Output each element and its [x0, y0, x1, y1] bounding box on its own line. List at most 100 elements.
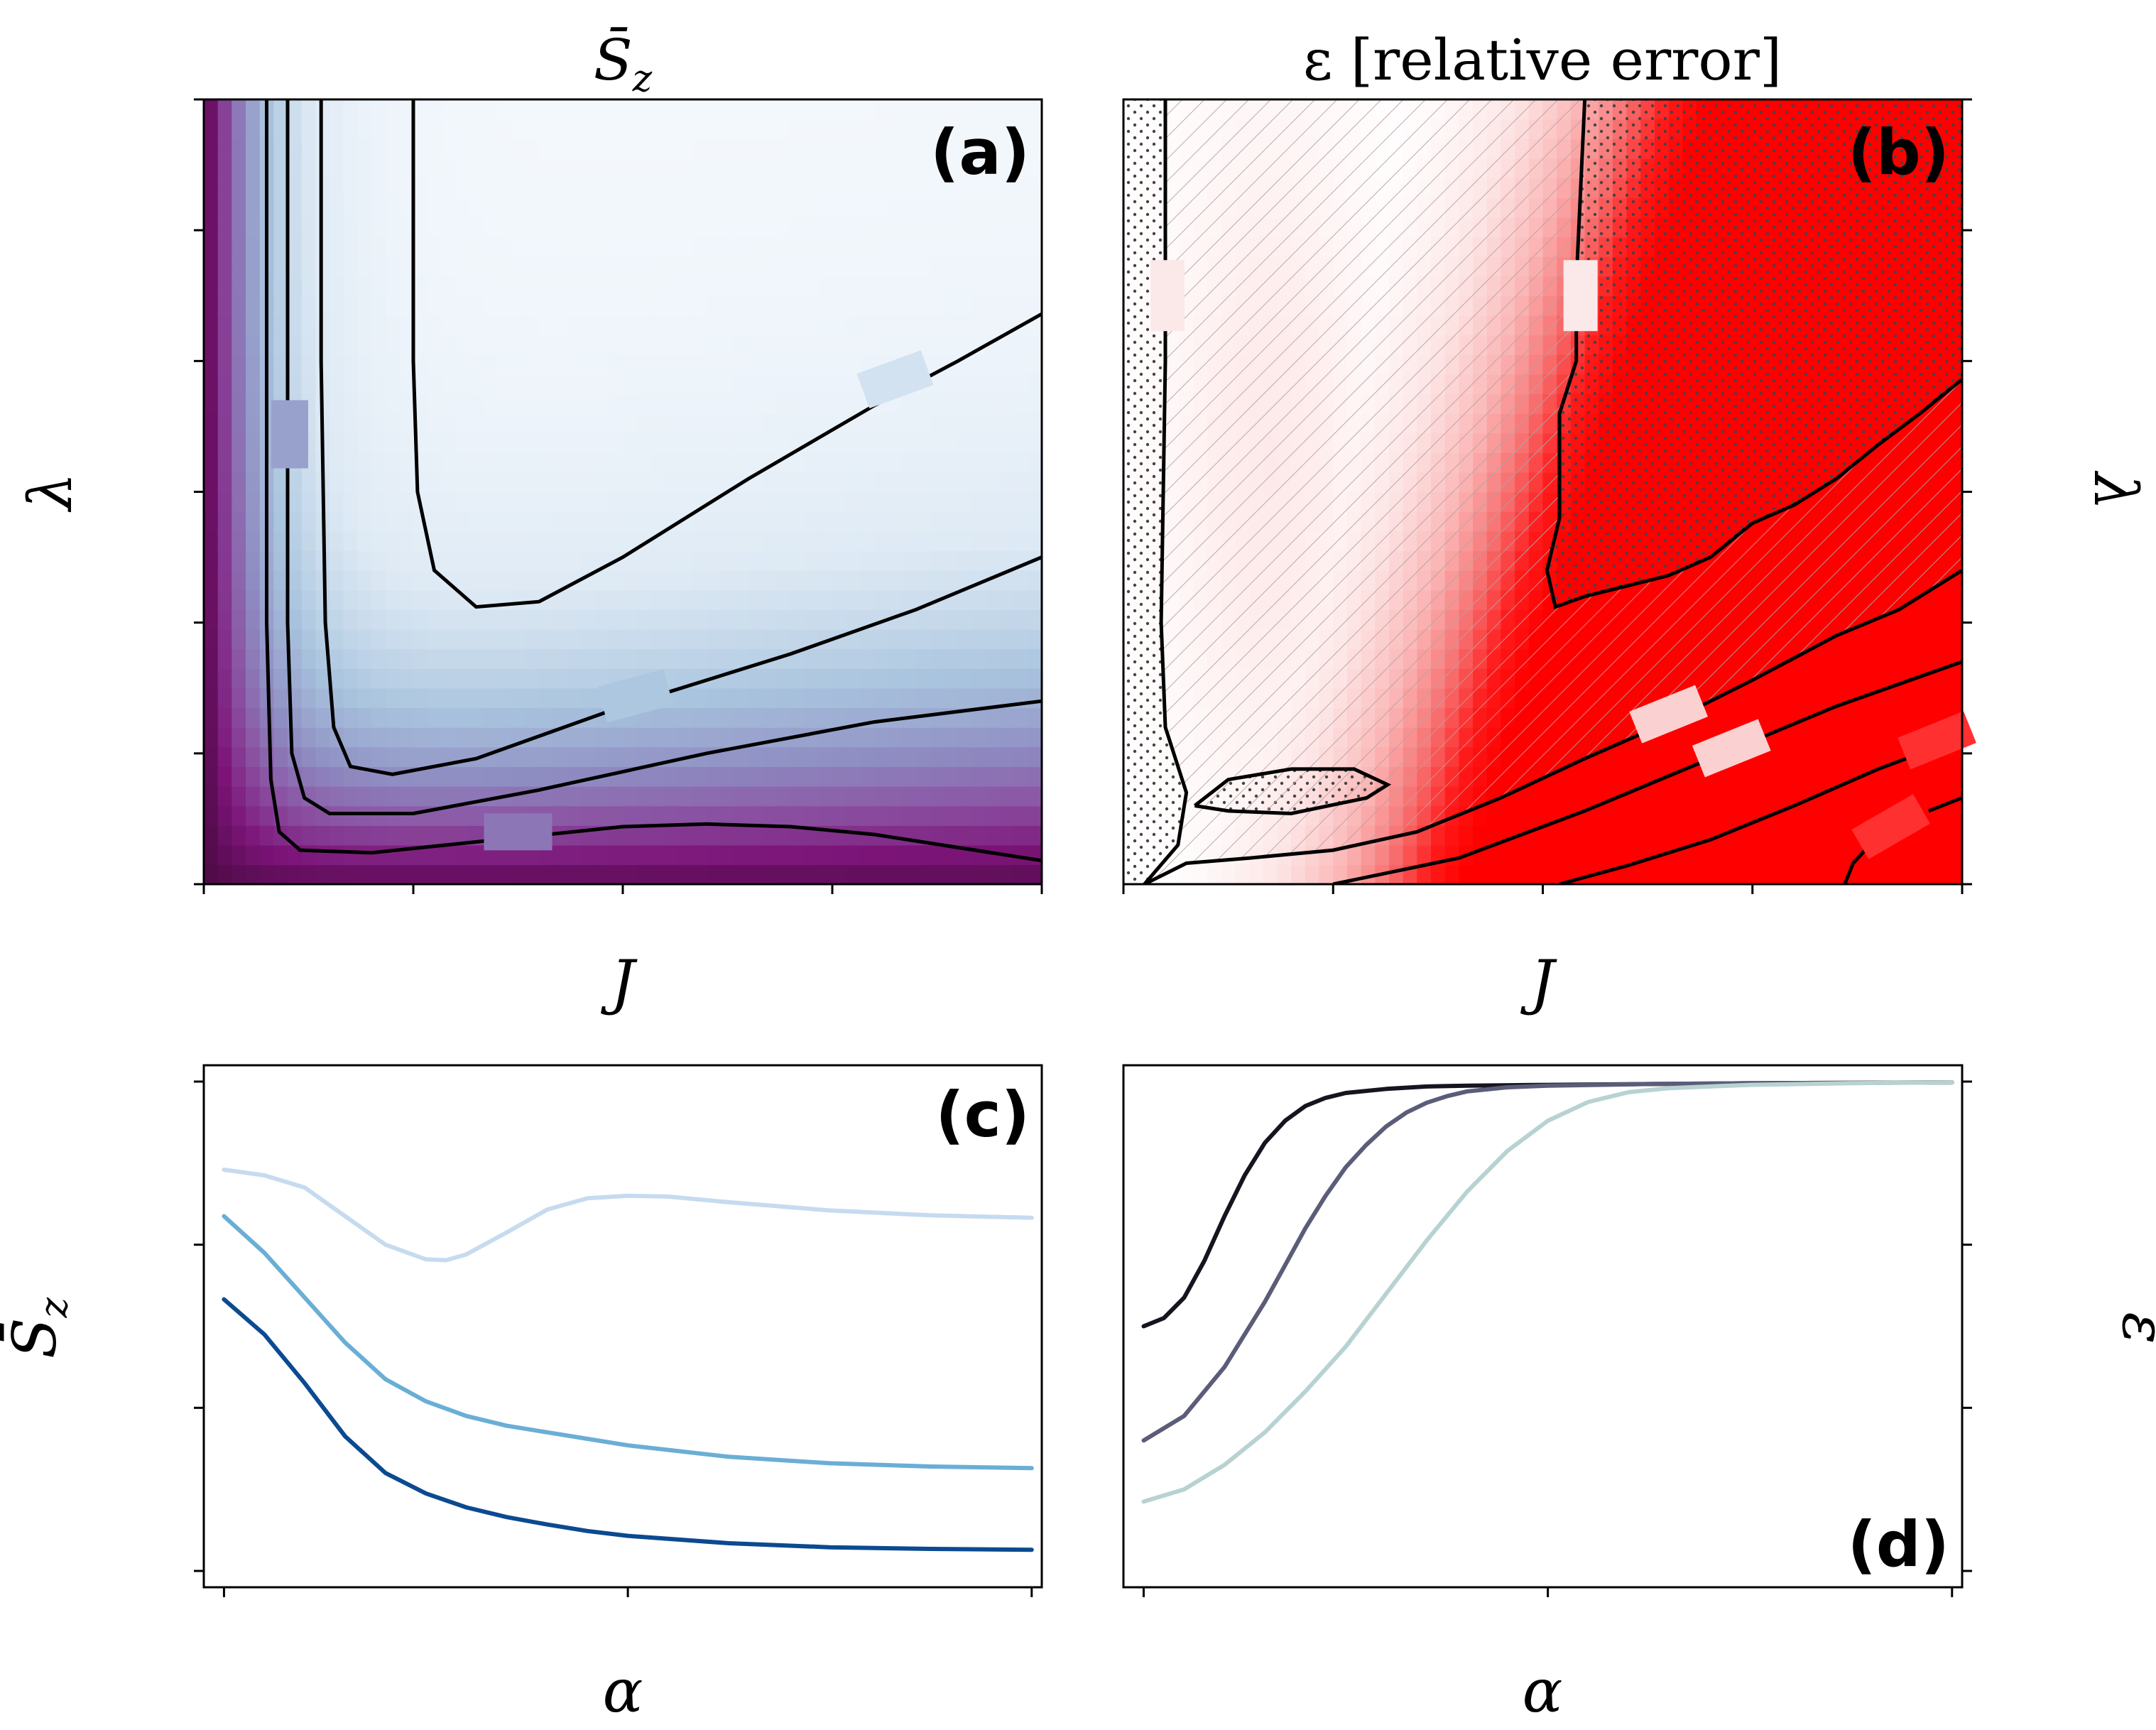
- heatmap-cell: [832, 785, 847, 807]
- heatmap-cell: [692, 687, 707, 709]
- heatmap-cell: [1738, 785, 1753, 807]
- heatmap-cell: [846, 687, 861, 709]
- heatmap-cell: [246, 276, 261, 296]
- heatmap-cell: [748, 629, 763, 650]
- heatmap-cell: [371, 452, 386, 473]
- heatmap-cell: [371, 315, 386, 336]
- heatmap-cell: [609, 236, 624, 257]
- heatmap-cell: [357, 511, 372, 532]
- heatmap-cell: [888, 256, 903, 277]
- heatmap-cell: [986, 825, 1001, 846]
- heatmap-cell: [623, 629, 638, 650]
- heatmap-cell: [734, 746, 749, 767]
- heatmap-cell: [567, 609, 582, 630]
- heatmap-cell: [874, 589, 889, 610]
- heatmap-cell: [301, 178, 317, 198]
- heatmap-cell: [986, 746, 1001, 767]
- heatmap-cell: [330, 334, 344, 355]
- heatmap-cell: [1013, 276, 1029, 296]
- heatmap-cell: [623, 178, 638, 198]
- heatmap-cell: [343, 315, 359, 336]
- heatmap-cell: [818, 452, 833, 473]
- heatmap-cell: [916, 668, 931, 689]
- heatmap-cell: [455, 570, 470, 591]
- heatmap-cell: [217, 491, 233, 512]
- heatmap-cell: [818, 570, 833, 591]
- heatmap-cell: [916, 864, 931, 884]
- heatmap-cell: [665, 452, 680, 473]
- heatmap-cell: [832, 256, 847, 277]
- heatmap-cell: [441, 648, 456, 669]
- heatmap-cell: [1822, 687, 1837, 709]
- heatmap-cell: [1028, 785, 1042, 807]
- heatmap-cell: [748, 511, 763, 532]
- heatmap-cell: [511, 550, 526, 571]
- heatmap-cell: [888, 844, 903, 866]
- heatmap-cell: [288, 629, 303, 650]
- heatmap-cell: [246, 589, 261, 610]
- heatmap-cell: [1892, 844, 1907, 866]
- heatmap-cell: [623, 354, 638, 375]
- heatmap-cell: [692, 197, 707, 218]
- heatmap-cell: [301, 531, 317, 552]
- heatmap-cell: [525, 629, 540, 650]
- heatmap-cell: [776, 629, 791, 650]
- heatmap-cell: [217, 413, 233, 434]
- heatmap-cell: [623, 785, 638, 807]
- heatmap-cell: [1906, 629, 1921, 650]
- heatmap-cell: [357, 374, 372, 395]
- heatmap-cell: [971, 276, 987, 296]
- heatmap-cell: [427, 668, 442, 689]
- heatmap-cell: [832, 648, 847, 669]
- heatmap-cell: [846, 374, 861, 395]
- heatmap-cell: [846, 707, 861, 728]
- heatmap-cell: [874, 570, 889, 591]
- heatmap-cell: [1473, 864, 1488, 884]
- heatmap-cell: [930, 432, 945, 453]
- heatmap-cell: [441, 217, 456, 238]
- heatmap-cell: [1000, 197, 1015, 218]
- heatmap-cell: [609, 805, 624, 826]
- heatmap-cell: [832, 217, 847, 238]
- heatmap-cell: [1682, 727, 1697, 748]
- heatmap-cell: [958, 727, 973, 748]
- heatmap-cell: [986, 99, 1001, 120]
- heatmap-cell: [343, 393, 359, 414]
- heatmap-cell: [1584, 766, 1600, 787]
- heatmap-cell: [232, 197, 246, 218]
- heatmap-cell: [1599, 825, 1613, 846]
- heatmap-cell: [971, 609, 987, 630]
- heatmap-cell: [204, 334, 219, 355]
- heatmap-cell: [1948, 609, 1962, 630]
- heatmap-cell: [594, 491, 610, 512]
- heatmap-cell: [1655, 785, 1670, 807]
- heatmap-cell: [1906, 844, 1921, 866]
- heatmap-cell: [1528, 785, 1544, 807]
- heatmap-cell: [818, 785, 833, 807]
- heatmap-cell: [455, 785, 470, 807]
- heatmap-cell: [623, 158, 638, 179]
- heatmap-cell: [204, 354, 219, 375]
- heatmap-cell: [790, 197, 805, 218]
- heatmap-cell: [581, 217, 596, 238]
- heatmap-cell: [455, 589, 470, 610]
- heatmap-cell: [525, 99, 540, 120]
- heatmap-cell: [385, 687, 401, 709]
- heatmap-cell: [1000, 276, 1015, 296]
- heatmap-cell: [944, 864, 959, 884]
- heatmap-cell: [916, 276, 931, 296]
- heatmap-cell: [469, 99, 484, 120]
- heatmap-cell: [567, 589, 582, 610]
- heatmap-cell: [678, 295, 694, 316]
- heatmap-cell: [288, 550, 303, 571]
- heatmap-cell: [1389, 864, 1404, 884]
- heatmap-cell: [1263, 864, 1278, 884]
- heatmap-cell: [650, 452, 665, 473]
- heatmap-cell: [971, 295, 987, 316]
- heatmap-cell: [916, 785, 931, 807]
- heatmap-cell: [1864, 629, 1879, 650]
- heatmap-cell: [246, 629, 261, 650]
- heatmap-cell: [748, 864, 763, 884]
- heatmap-cell: [1570, 785, 1586, 807]
- heatmap-cell: [734, 354, 749, 375]
